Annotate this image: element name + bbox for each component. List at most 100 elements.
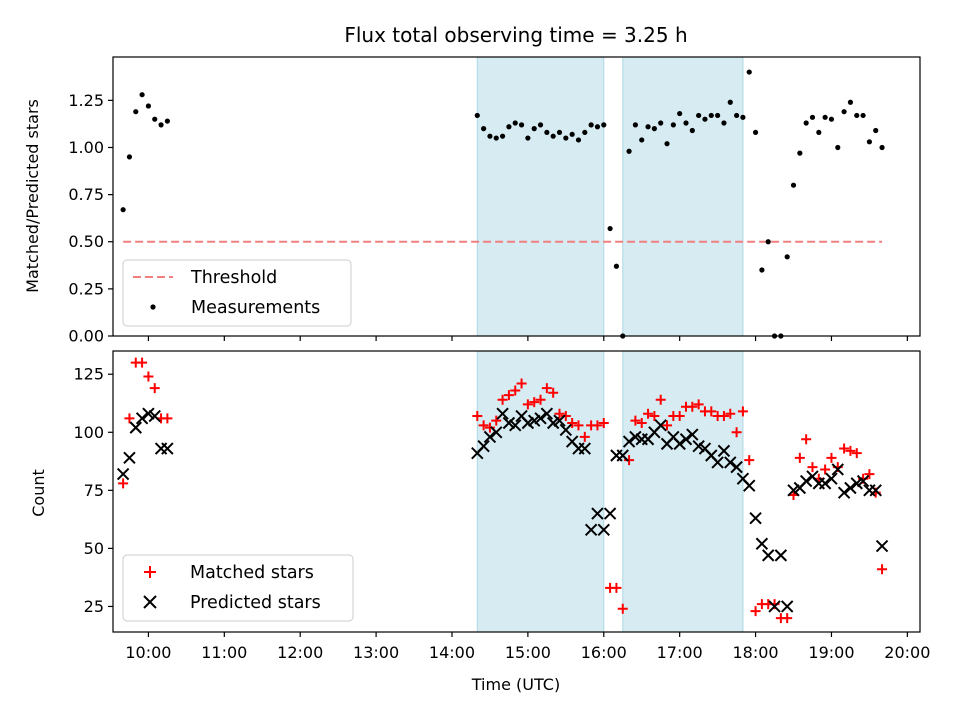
x-tick-label: 11:00: [201, 643, 247, 662]
x-axis-label: Time (UTC): [471, 675, 560, 694]
predicted-star-point: [799, 474, 813, 488]
predicted-star-point: [616, 449, 629, 462]
predicted-star-point: [483, 430, 497, 444]
matched-star-point: [137, 357, 148, 368]
measurement-point: [481, 126, 487, 132]
measurement-point: [493, 135, 499, 141]
y-tick-label: 75: [84, 481, 104, 500]
predicted-star-point: [856, 474, 870, 488]
measurement-point: [594, 124, 601, 130]
measurement-point: [607, 225, 613, 232]
measurement-point: [835, 144, 841, 151]
legend: Matched stars Predicted stars: [122, 554, 354, 622]
x-tick-label: 14:00: [429, 643, 475, 662]
predicted-star-point: [509, 419, 522, 432]
legend-predicted-swatch: [143, 595, 157, 609]
bottom-panel: 25 50 75 100 125 10:00 11:00 12:00 13:00 14:00 15:…: [73, 350, 930, 662]
predicted-star-point: [161, 442, 174, 455]
measurement-point: [626, 148, 632, 154]
measurement-point: [822, 114, 828, 120]
legend-matched-swatch: [144, 566, 156, 578]
predicted-star-point: [762, 549, 775, 562]
x-tick-label: 17:00: [657, 643, 703, 662]
matched-star-point: [662, 420, 673, 431]
measurement-point: [537, 122, 544, 128]
predicted-star-point: [673, 437, 686, 451]
matched-star-point: [655, 394, 666, 405]
matched-star-point: [624, 455, 635, 466]
matched-star-point: [744, 455, 755, 466]
predicted-star-point: [875, 539, 889, 553]
x-tick-label: 18:00: [733, 643, 779, 662]
measurement-point: [645, 124, 651, 130]
measurement-point: [740, 114, 746, 120]
top-y-axis-label: Matched/Predicted stars: [23, 99, 42, 293]
matched-star-point: [554, 408, 565, 419]
matched-star-point: [592, 420, 603, 431]
matched-star-point: [851, 448, 862, 459]
bottom-y-axis-label: Count: [29, 469, 48, 517]
matched-star-point: [149, 383, 160, 394]
measurement-point: [765, 239, 771, 245]
measurement-point: [733, 112, 740, 119]
measurement-point: [544, 129, 550, 136]
legend-matched-label: Matched stars: [190, 563, 314, 583]
matched-star-point: [801, 434, 812, 445]
matched-star-point: [839, 443, 850, 454]
predicted-star-point: [768, 600, 781, 613]
y-tick-label: 0.00: [68, 327, 104, 346]
measurement-point: [126, 154, 133, 160]
measurement-point: [613, 263, 620, 269]
matched-star-point: [573, 420, 584, 431]
axes-frame: [112, 350, 921, 633]
y-tick-label: 1.25: [68, 91, 104, 110]
matched-star-point: [674, 411, 685, 422]
measurement-point: [639, 137, 645, 143]
matched-star-point: [718, 411, 729, 422]
matched-star-point: [516, 378, 527, 389]
measurement-point: [689, 127, 695, 134]
predicted-star-point: [534, 412, 547, 425]
predicted-star-point: [743, 479, 756, 492]
matched-star-point: [541, 383, 552, 394]
matched-star-point: [845, 445, 856, 456]
axes-frame: [112, 56, 921, 337]
y-tick-label: 0.75: [68, 185, 104, 204]
matched-star-point: [649, 411, 660, 422]
legend-threshold-label: Threshold: [190, 268, 277, 288]
measurement-point: [525, 135, 531, 141]
measurement-point: [145, 103, 152, 109]
matched-star-point: [478, 420, 489, 431]
matched-star-point: [864, 469, 875, 480]
matched-star-point: [807, 462, 818, 473]
predicted-star-point: [559, 423, 573, 437]
predicted-star-point: [780, 600, 794, 613]
measurement-point: [499, 133, 506, 139]
measurement-point: [531, 126, 537, 132]
measurement-point: [677, 110, 683, 117]
predicted-star-point: [844, 481, 857, 495]
measurement-point: [664, 141, 670, 147]
predicted-star-point: [724, 456, 737, 469]
measurement-point: [670, 122, 676, 128]
measurement-point: [487, 133, 493, 139]
measurement-point: [152, 116, 158, 122]
measurement-point: [721, 120, 727, 126]
matched-star-point: [826, 452, 837, 463]
measurement-point: [474, 112, 480, 119]
measurement-point: [702, 116, 708, 122]
measurement-point: [784, 254, 790, 260]
measurement-point: [696, 112, 702, 119]
predicted-star-point: [123, 451, 136, 465]
measurement-point: [550, 133, 556, 139]
y-tick-label: 0.50: [68, 232, 104, 251]
measurement-point: [512, 120, 518, 126]
matched-star-point: [693, 399, 704, 410]
y-tick-label: 100: [73, 423, 104, 442]
measurement-point: [715, 112, 721, 119]
measurement-point: [582, 129, 588, 136]
predicted-star-point: [129, 421, 142, 434]
predicted-star-point: [477, 440, 490, 453]
shaded-interval-2: [622, 350, 744, 633]
matched-star-point: [617, 603, 628, 614]
